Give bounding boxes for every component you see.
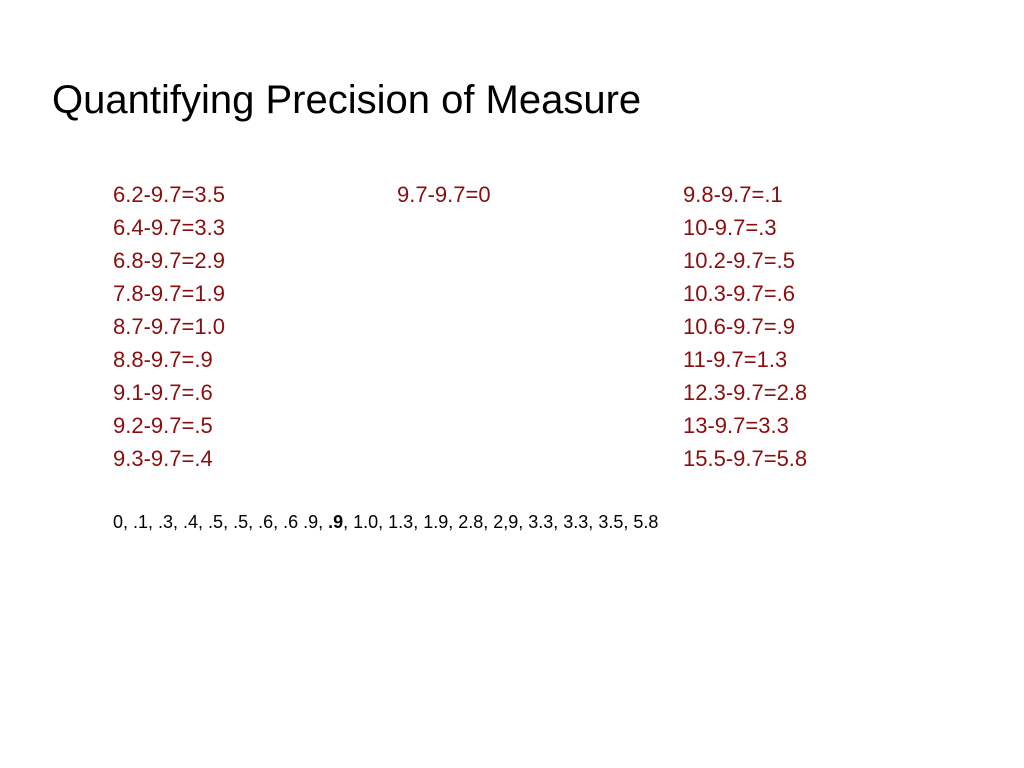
summary: 0, .1, .3, .4, .5, .5, .6, .6 .9, .9, 1.… xyxy=(113,508,933,537)
equation: 8.7-9.7=1.0 xyxy=(113,314,225,339)
equation: 9.2-9.7=.5 xyxy=(113,413,213,438)
summary-text: , 1.0, 1.3, 1.9, 2.8, 2,9, 3.3, 3.3, 3.5… xyxy=(343,512,659,532)
summary-text: 0, .1, .3, .4, .5, .5, .6, .6 .9, xyxy=(113,512,329,532)
column: 9.7-9.7=0 xyxy=(397,178,491,211)
equation: 13-9.7=3.3 xyxy=(683,413,789,438)
equation: 15.5-9.7=5.8 xyxy=(683,446,808,471)
equation: 9.7-9.7=0 xyxy=(397,182,491,207)
slide-title: Quantifying Precision of Measure xyxy=(52,78,642,122)
equation: 9.3-9.7=.4 xyxy=(113,446,213,471)
summary-bold: .9 xyxy=(328,512,344,532)
equation: 10-9.7=.3 xyxy=(683,215,777,240)
equation: 8.8-9.7=.9 xyxy=(113,347,213,372)
equation: 6.8-9.7=2.9 xyxy=(113,248,225,273)
equation: 10.3-9.7=.6 xyxy=(683,281,795,306)
equation: 6.2-9.7=3.5 xyxy=(113,182,225,207)
equation: 10.6-9.7=.9 xyxy=(683,314,795,339)
equation: 9.1-9.7=.6 xyxy=(113,380,213,405)
equation: 12.3-9.7=2.8 xyxy=(683,380,808,405)
equation: 6.4-9.7=3.3 xyxy=(113,215,225,240)
column: 9.8-9.7=.1 10-9.7=.3 10.2-9.7=.5 10.3-9.7=.… xyxy=(683,178,807,475)
equation: 9.8-9.7=.1 xyxy=(683,182,783,207)
equation: 10.2-9.7=.5 xyxy=(683,248,795,273)
column: 6.2-9.7=3.5 6.4-9.7=3.3 6.8-9.7=2.9 7.8-9.7… xyxy=(113,178,225,475)
equation: 7.8-9.7=1.9 xyxy=(113,281,225,306)
equation: 11-9.7=1.3 xyxy=(683,347,788,372)
